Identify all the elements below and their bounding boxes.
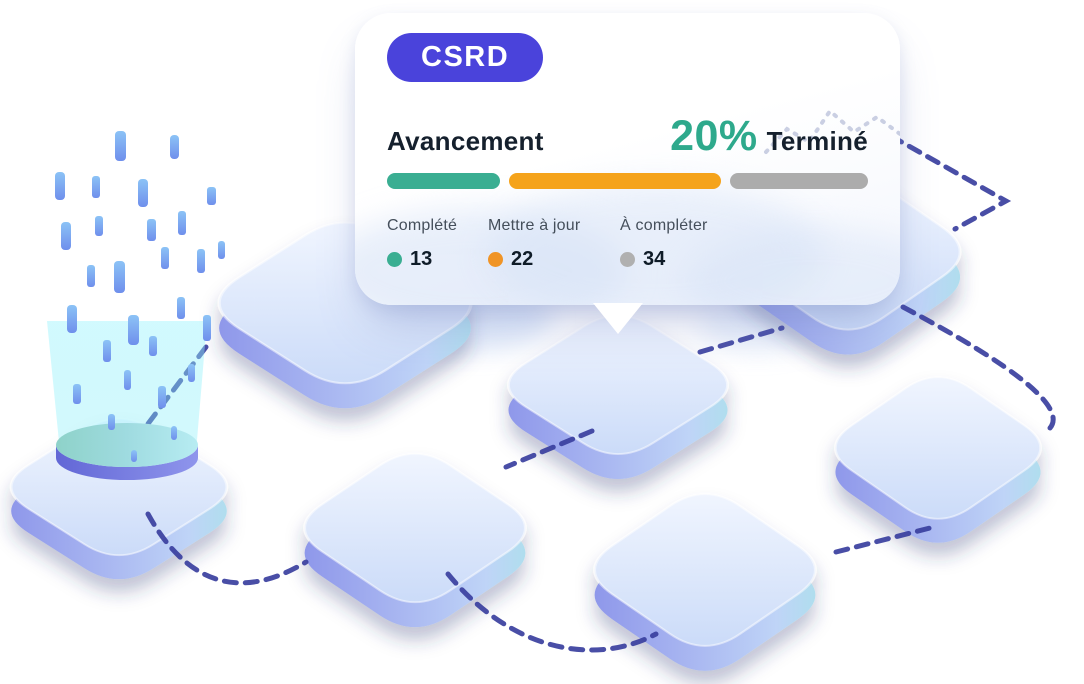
faint-zigzag-line (764, 108, 900, 154)
tile-bottom-middle (575, 480, 835, 683)
legend-label: À compléter (620, 217, 708, 234)
legend-value-row: 22 (488, 248, 620, 271)
legend-label: Complété (387, 217, 458, 234)
progress-segment-complete (387, 173, 501, 189)
progress-bar (387, 173, 868, 189)
legend-label: Mettre à jour (488, 217, 581, 234)
legend-item-complete: Complété 13 (387, 217, 488, 271)
legend-count: 22 (511, 248, 534, 270)
tile-right (817, 364, 1059, 555)
connector-tileC-tileF (503, 428, 595, 470)
legend-dot-gray (620, 252, 635, 267)
connector-card-tileB (697, 325, 785, 355)
progress-legend: Complété 13 Mettre à jour 22 À compléter (387, 217, 868, 271)
progress-card: CSRD Avancement 20% Terminé Complété (355, 13, 900, 334)
legend-count: 34 (643, 248, 666, 270)
dashed-connectors (141, 133, 1056, 653)
card-title: Avancement (387, 126, 544, 156)
tile-bottom-middle-left (285, 440, 545, 639)
connector-tileF-tileG (445, 571, 659, 653)
data-disc (56, 423, 198, 480)
progress-segment-to-update (509, 173, 722, 189)
connector-tileB-tileD (900, 304, 1056, 431)
rain-drops (55, 131, 225, 462)
card-content: CSRD Avancement 20% Terminé Complété (355, 13, 900, 305)
legend-item-to-complete: À compléter 34 (620, 217, 708, 271)
percent-value: 20% (670, 112, 758, 160)
connector-zigzag-top-right (888, 133, 1012, 232)
progress-segment-to-complete (730, 173, 868, 189)
legend-value-row: 34 (620, 248, 708, 271)
legend-dot-orange (488, 252, 503, 267)
connector-tileE-tileF (145, 511, 309, 586)
legend-value-row: 13 (387, 248, 488, 271)
legend-item-to-update: Mettre à jour 22 (488, 217, 620, 271)
legend-dot-green (387, 252, 402, 267)
progress-header: Avancement 20% Terminé (387, 112, 868, 161)
connector-tileG-tileD (833, 525, 933, 555)
percent-caption: Terminé (766, 126, 868, 156)
legend-count: 13 (410, 248, 433, 270)
percent-group: 20% Terminé (670, 112, 868, 161)
csrd-badge: CSRD (387, 33, 544, 82)
